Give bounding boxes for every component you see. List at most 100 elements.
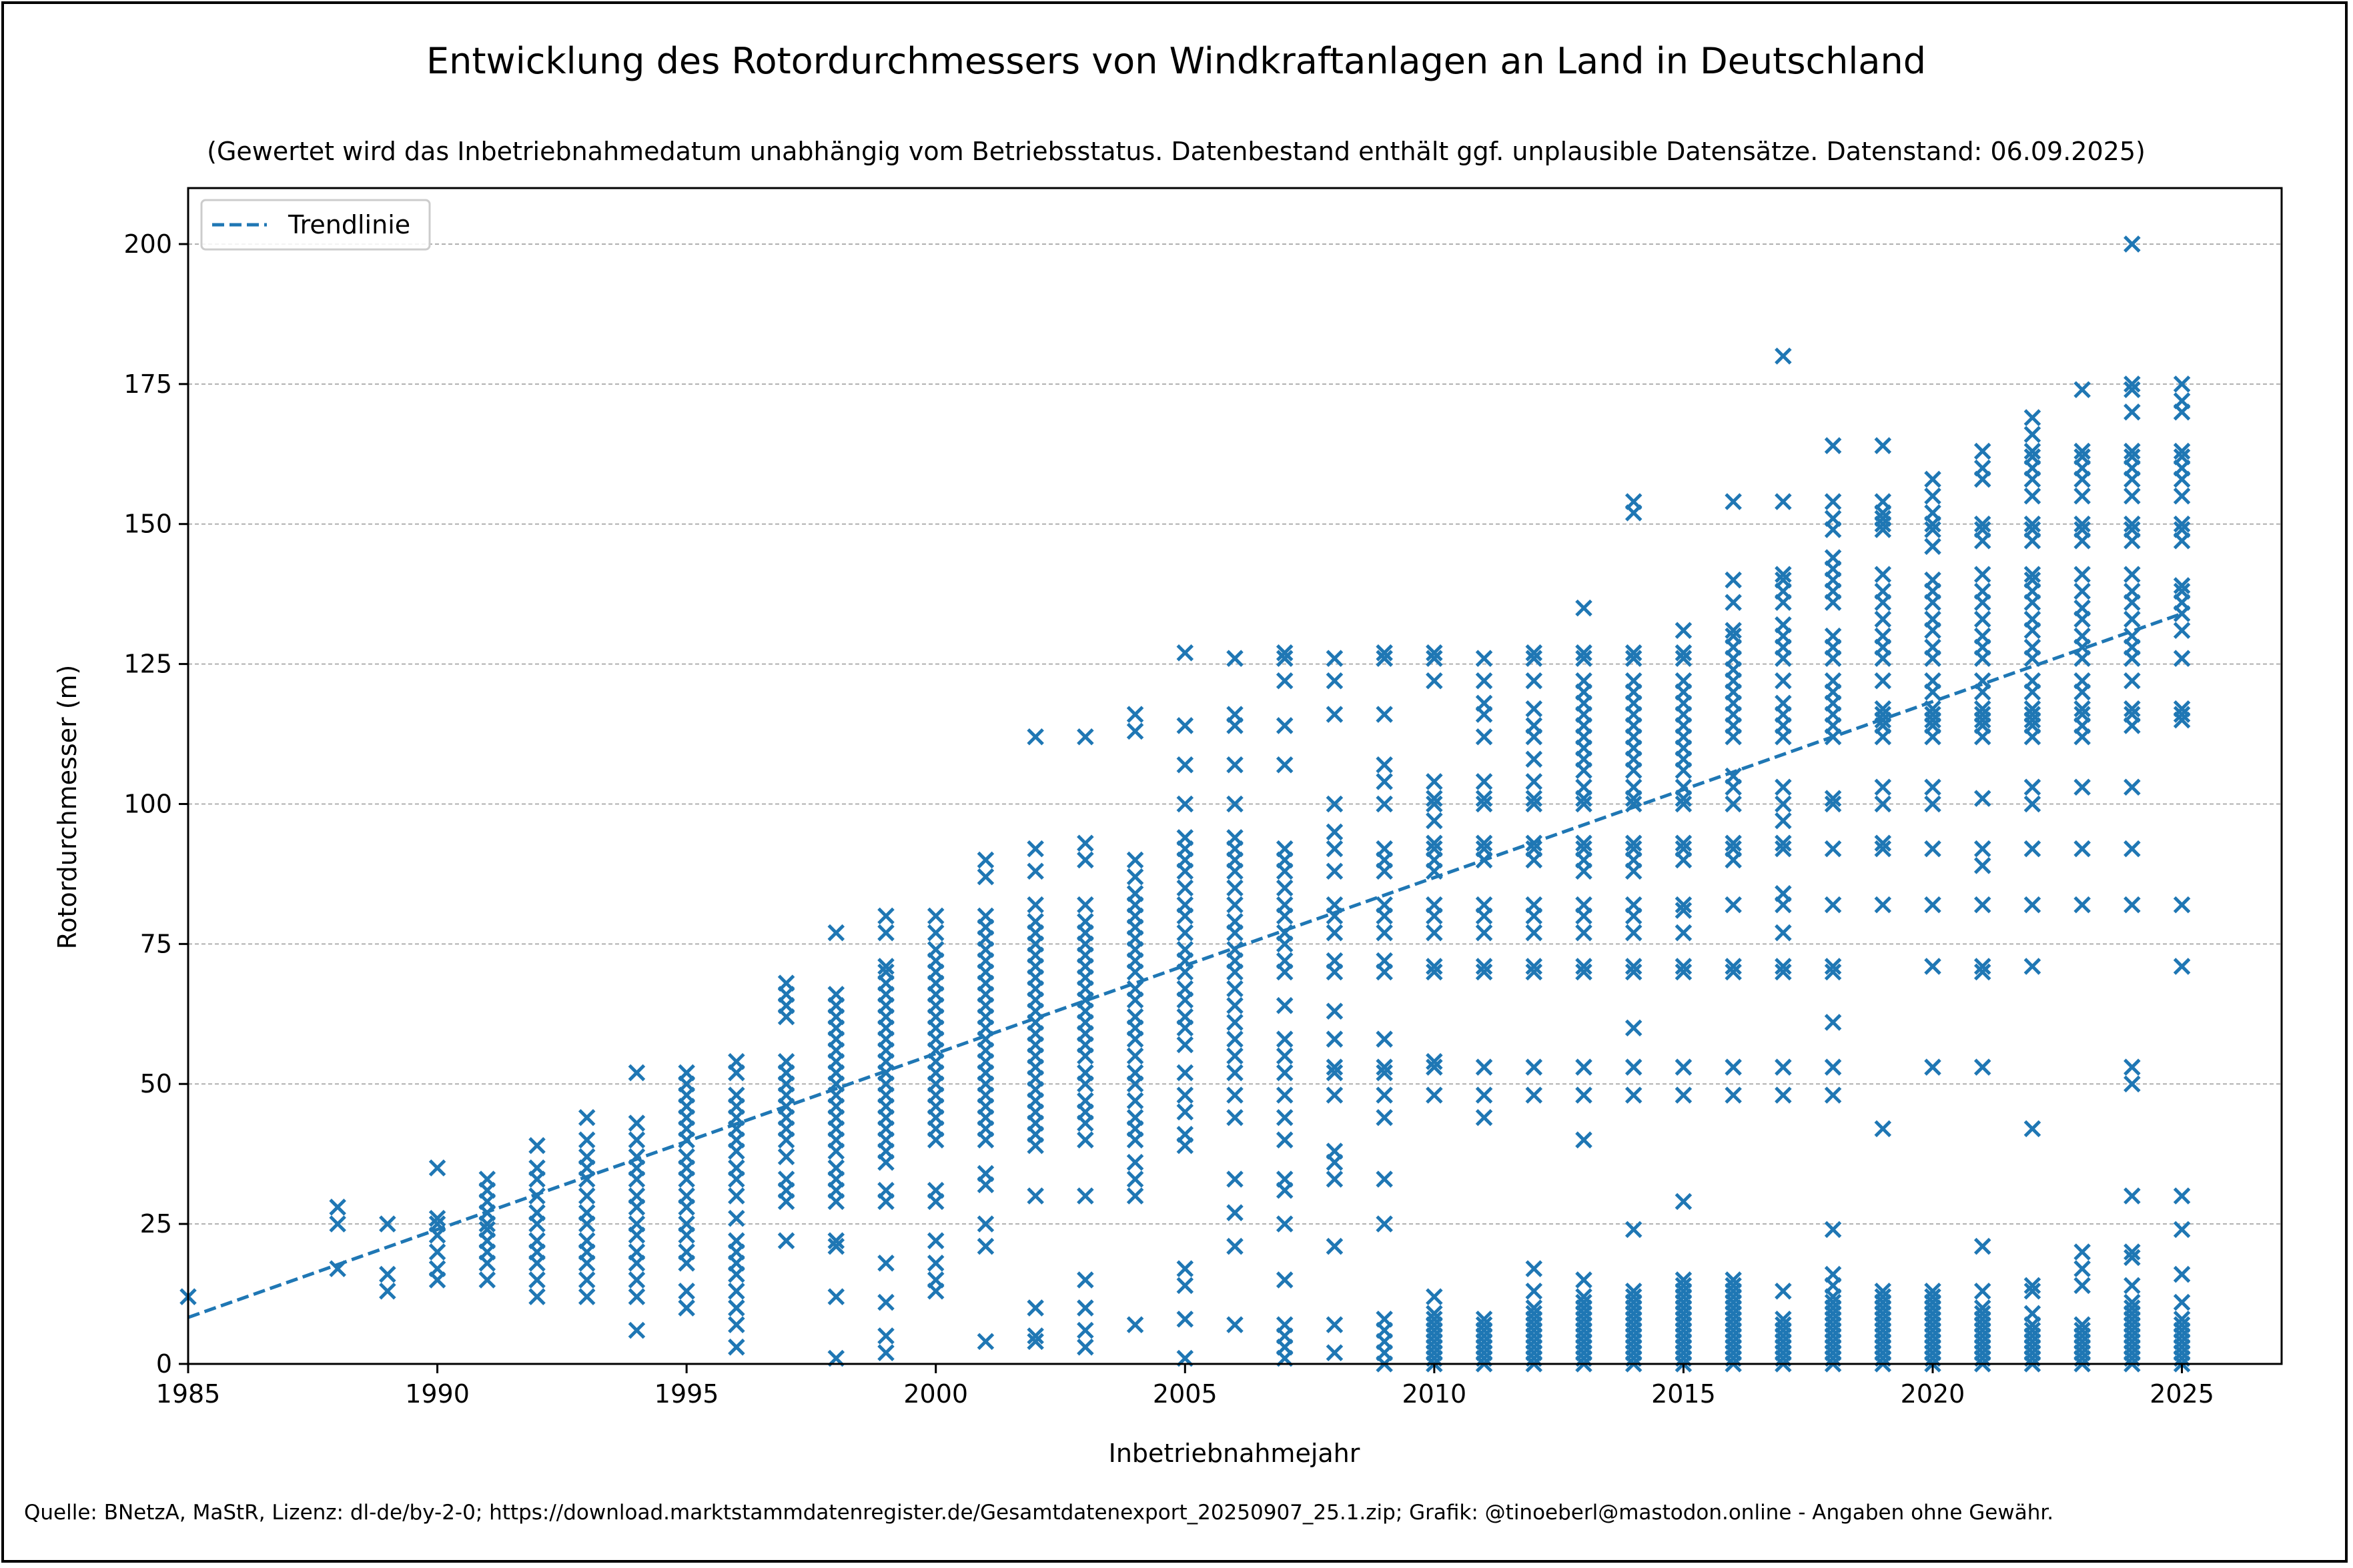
data-point [1376,773,1393,790]
data-point [1824,1265,1842,1283]
data-point [1226,980,1244,998]
data-point [1525,672,1543,690]
data-point [2124,1187,2141,1205]
data-point [1874,627,1892,645]
trend-line-group [187,612,2183,1319]
data-point [1226,756,1244,774]
data-point [2023,610,2041,628]
data-point [1725,1086,1742,1104]
data-point [1126,1154,1144,1171]
data-point [1176,1311,1194,1328]
data-point [1525,1260,1543,1278]
data-point [678,1064,695,1082]
data-point [1027,862,1044,880]
data-point [877,1255,895,1272]
data-point [2173,1265,2191,1283]
data-point [1624,493,1642,510]
data-point [2073,1316,2091,1333]
data-point [1376,706,1393,723]
data-point [1675,963,1693,981]
data-point [728,1299,745,1317]
data-point [1426,896,1443,914]
data-point [1575,650,1592,667]
data-point [1624,778,1642,796]
data-point [1725,627,1742,645]
y-tick-label: 75 [140,929,172,958]
data-point [1525,795,1543,813]
data-point [1525,1058,1543,1076]
data-point [1376,650,1393,667]
data-point [1276,1064,1294,1082]
data-point [1276,1047,1294,1065]
data-point [1077,1187,1094,1205]
data-point [2124,1075,2141,1093]
data-point [2124,1277,2141,1295]
data-point [1725,493,1742,510]
source-note: Quelle: BNetzA, MaStR, Lizenz: dl-de/by-… [24,1501,2053,1525]
data-point [1924,706,1941,723]
data-point [1624,672,1642,690]
data-point [1824,1058,1842,1076]
data-points [179,235,2191,1373]
data-point [2073,521,2091,538]
data-point [2124,1058,2141,1076]
data-point [1575,963,1592,981]
data-point [1874,493,1892,510]
data-point [2023,426,2041,444]
data-point [1326,1058,1344,1076]
data-point [1924,504,1941,522]
data-point [1176,879,1194,897]
data-point [827,924,845,942]
data-point [1176,1126,1194,1143]
data-point [1226,1108,1244,1126]
data-point [2173,1221,2191,1239]
data-point [1475,834,1493,852]
data-point [1426,963,1443,981]
data-point [2173,375,2191,393]
data-point [1675,834,1693,852]
chart-subtitle: (Gewertet wird das Inbetriebnahmedatum u… [207,137,2146,166]
data-point [2023,515,2041,533]
data-point [1624,1058,1642,1076]
data-point [1675,924,1693,942]
data-point [1624,834,1642,852]
data-point [1924,1288,1941,1306]
data-point [2124,442,2141,460]
data-point [2173,487,2191,505]
data-point [1376,1108,1393,1126]
data-point [1176,980,1194,998]
data-point [1973,1237,1991,1255]
x-tick-label: 2005 [1153,1379,1218,1409]
data-point [1624,650,1642,667]
data-point [1176,1086,1194,1104]
data-point [1924,638,1941,656]
data-point [1824,963,1842,981]
data-point [1675,1193,1693,1211]
legend-box [200,199,431,251]
data-point [1775,1283,1792,1300]
data-point [1675,622,1693,639]
data-point [1824,1014,1842,1031]
data-point [1525,644,1543,662]
data-point [1276,644,1294,662]
data-point [628,1288,646,1306]
data-point [478,1170,496,1188]
data-point [1575,599,1592,617]
data-point [1126,868,1144,886]
data-point [1176,1008,1194,1026]
data-point [628,1215,646,1233]
data-point [678,1215,695,1233]
data-point [827,1159,845,1177]
data-point [1575,1086,1592,1104]
y-tick-label: 150 [123,510,172,539]
data-point [1426,672,1443,690]
data-point [1525,963,1543,981]
data-point [728,1339,745,1356]
data-point [2124,404,2141,421]
data-point [578,1148,596,1166]
data-point [1176,717,1194,734]
data-point [678,1148,695,1166]
data-point [1824,1086,1842,1104]
data-point [2124,375,2141,393]
